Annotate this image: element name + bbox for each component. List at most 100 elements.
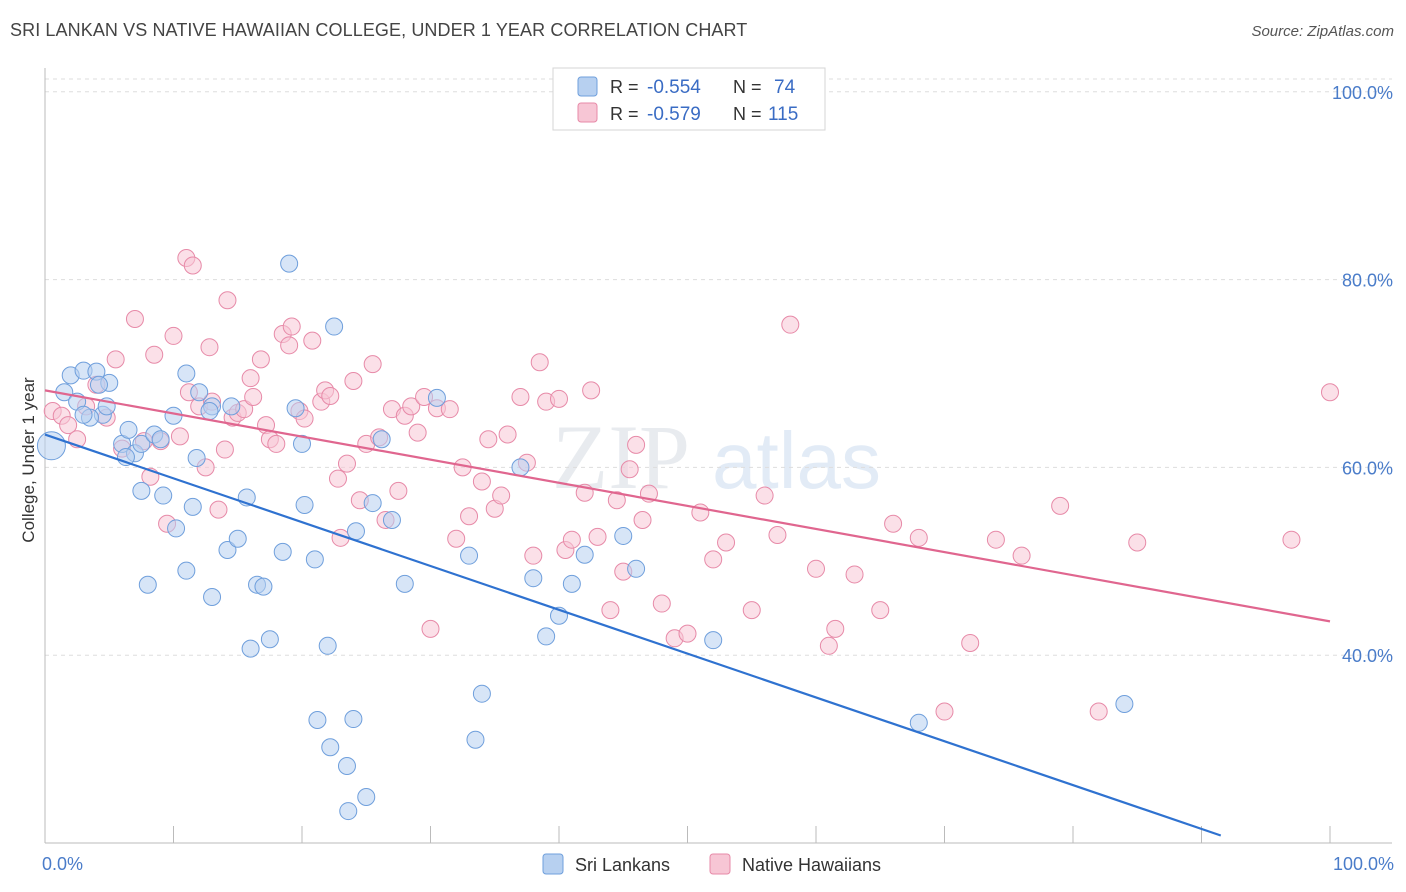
- y-tick-label-2: 60.0%: [1342, 458, 1393, 478]
- native-hawaiians-point-108: [1012, 546, 1031, 565]
- sri-lankans-point-40: [305, 550, 324, 569]
- sri-lankans-point-24: [177, 561, 196, 580]
- legend-swatch-native-hawaiians: [709, 853, 731, 875]
- sri-lankans-point-69: [89, 375, 108, 394]
- stats-n-value-blue: 74: [774, 77, 796, 98]
- sri-lankans-point-44: [325, 317, 344, 336]
- sri-lankans-point-73: [187, 449, 206, 467]
- y-tick-label-3: 40.0%: [1342, 646, 1393, 666]
- native-hawaiians-point-102: [871, 601, 890, 620]
- sri-lankans-point-17: [177, 364, 196, 383]
- native-hawaiians-point-90: [678, 624, 697, 643]
- sri-lankans-point-51: [382, 510, 401, 529]
- native-hawaiians-point-96: [768, 526, 787, 544]
- native-hawaiians-point-95: [755, 486, 774, 505]
- sri-lankans-point-54: [460, 546, 479, 565]
- sri-lankans-point-64: [627, 559, 646, 578]
- native-hawaiians-point-106: [961, 633, 980, 652]
- native-hawaiians-point-65: [472, 472, 491, 491]
- x-tick-label-1: 100.0%: [1333, 854, 1394, 874]
- native-hawaiians-point-24: [209, 500, 228, 519]
- native-hawaiians-point-79: [582, 381, 601, 400]
- native-hawaiians-point-110: [1089, 702, 1108, 721]
- watermark-atlas: atlas: [712, 416, 881, 505]
- sri-lankans-point-58: [524, 569, 543, 588]
- native-hawaiians-point-66: [479, 430, 498, 449]
- sri-lankans-point-26: [138, 575, 157, 594]
- trend-line-native-hawaiians: [44, 389, 1331, 623]
- native-hawaiians-point-41: [303, 331, 322, 350]
- stats-n-label-pink: N =: [733, 104, 762, 124]
- sri-lankans-point-48: [357, 787, 376, 806]
- sri-lankans-point-37: [286, 399, 305, 418]
- sri-lankans-point-21: [132, 481, 151, 500]
- y-tick-labels: 100.0% 80.0% 60.0% 40.0%: [1332, 83, 1393, 666]
- stats-r-label-pink: R =: [610, 104, 639, 124]
- native-hawaiians-point-98: [807, 559, 825, 578]
- native-hawaiians-point-113: [1321, 383, 1339, 402]
- native-hawaiians-point-38: [282, 317, 301, 336]
- native-hawaiians-point-57: [408, 423, 427, 442]
- native-hawaiians-point-2: [59, 416, 78, 435]
- sri-lankans-point-42: [318, 636, 337, 655]
- native-hawaiians-point-32: [251, 350, 270, 369]
- source-label: Source: ZipAtlas.com: [1251, 23, 1394, 40]
- sri-lankans-point-15: [151, 430, 170, 449]
- native-hawaiians-point-94: [742, 601, 761, 620]
- sri-lankans-point-35: [273, 542, 292, 561]
- native-hawaiians-point-56: [402, 397, 421, 416]
- native-hawaiians-point-82: [607, 491, 626, 510]
- native-hawaiians-point-64: [460, 507, 479, 526]
- sri-lankans-point-56: [466, 730, 485, 749]
- native-hawaiians-point-101: [845, 565, 864, 584]
- native-hawaiians-point-81: [601, 601, 620, 620]
- native-hawaiians-point-59: [421, 619, 440, 638]
- trend-lines: [44, 389, 1331, 837]
- native-hawaiians-point-72: [524, 546, 543, 565]
- sri-lankans-point-43: [321, 738, 340, 757]
- native-hawaiians-point-30: [241, 369, 260, 388]
- native-hawaiians-point-85: [627, 435, 646, 454]
- native-hawaiians-point-44: [321, 387, 340, 406]
- native-hawaiians-point-62: [447, 529, 466, 548]
- native-hawaiians-point-19: [183, 256, 202, 275]
- sri-lankans-point-59: [537, 627, 556, 646]
- stats-n-value-pink: 115: [768, 104, 798, 125]
- sri-lankans-point-38: [293, 434, 311, 453]
- sri-lankans-point-27: [203, 587, 222, 606]
- sri-lankans-point-49: [363, 494, 382, 513]
- native-hawaiians-point-25: [215, 440, 234, 459]
- sri-lankans-point-39: [295, 495, 314, 514]
- y-tick-label-0: 100.0%: [1332, 83, 1393, 103]
- sri-lankans-point-12: [119, 420, 138, 439]
- sri-lankans-point-13: [132, 434, 151, 453]
- sri-lankans-point-50: [372, 430, 391, 449]
- y-axis-label: College, Under 1 year: [19, 377, 38, 543]
- native-hawaiians-point-61: [440, 400, 459, 419]
- y-tick-label-1: 80.0%: [1342, 271, 1393, 291]
- sri-lankans-point-71: [200, 402, 219, 421]
- native-hawaiians-point-73: [530, 353, 549, 372]
- native-hawaiians-point-105: [935, 702, 954, 721]
- native-hawaiians-point-103: [884, 514, 903, 533]
- native-hawaiians-point-37: [280, 336, 299, 355]
- series-native-hawaiians-points: [43, 248, 1339, 721]
- watermark-zip: ZIP: [552, 406, 690, 508]
- chart-title: SRI LANKAN VS NATIVE HAWAIIAN COLLEGE, U…: [10, 20, 748, 40]
- stats-r-label-blue: R =: [610, 77, 639, 97]
- native-hawaiians-point-35: [267, 434, 286, 453]
- native-hawaiians-point-12: [145, 345, 164, 364]
- native-hawaiians-point-104: [909, 528, 928, 547]
- native-hawaiians-point-7: [106, 350, 125, 369]
- sri-lankans-point-52: [395, 574, 414, 593]
- native-hawaiians-point-111: [1128, 533, 1147, 552]
- native-hawaiians-point-93: [717, 533, 736, 552]
- sri-lankans-point-61: [562, 574, 581, 593]
- sri-lankans-point-66: [909, 713, 928, 732]
- legend-swatch-sri-lankans: [542, 853, 564, 875]
- native-hawaiians-point-46: [337, 454, 356, 473]
- native-hawaiians-point-75: [550, 389, 568, 408]
- native-hawaiians-point-88: [652, 594, 671, 613]
- native-hawaiians-point-47: [344, 372, 363, 390]
- sri-lankans-point-20: [222, 397, 241, 416]
